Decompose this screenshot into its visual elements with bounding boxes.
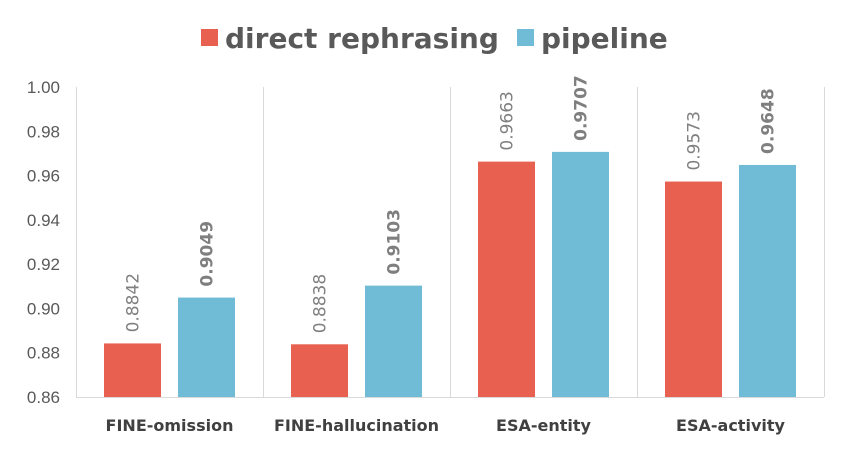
data-label: 0.9663 — [498, 91, 518, 150]
bar-pipeline-4 — [739, 164, 796, 397]
data-label: 0.9049 — [198, 221, 218, 287]
data-label: 0.9573 — [685, 111, 705, 170]
y-tick-label: 1.00 — [27, 78, 60, 97]
legend-label-1: direct rephrasing — [225, 22, 499, 55]
y-tick-label: 0.98 — [27, 122, 60, 141]
bar-pipeline-2 — [365, 285, 422, 397]
data-label: 0.8838 — [311, 274, 331, 333]
category-label: FINE-hallucination — [274, 416, 439, 435]
category-label: ESA-activity — [676, 416, 785, 435]
bar-direct-rephrasing-3 — [478, 161, 535, 397]
legend-swatch-2 — [517, 29, 534, 46]
y-tick-label: 0.86 — [27, 388, 60, 407]
bar-pipeline-1 — [178, 297, 235, 397]
legend-label-2: pipeline — [541, 22, 668, 55]
legend: direct rephrasing pipeline — [201, 22, 668, 55]
y-tick-label: 0.94 — [27, 211, 60, 230]
data-label: 0.9103 — [385, 209, 405, 275]
data-label: 0.9707 — [572, 75, 592, 141]
category-label: FINE-omission — [106, 416, 234, 435]
y-tick-label: 0.96 — [27, 167, 60, 186]
y-axis: 0.86 0.88 0.90 0.92 0.94 0.96 0.98 1.00 — [27, 78, 60, 407]
bar-direct-rephrasing-2 — [291, 344, 348, 397]
bars — [104, 151, 796, 397]
y-tick-label: 0.90 — [27, 299, 60, 318]
bar-pipeline-3 — [552, 151, 609, 397]
category-label: ESA-entity — [496, 416, 592, 435]
bar-direct-rephrasing-4 — [665, 181, 722, 397]
category-separators — [76, 87, 825, 397]
y-tick-label: 0.92 — [27, 255, 60, 274]
bar-direct-rephrasing-1 — [104, 343, 161, 397]
legend-swatch-1 — [201, 29, 218, 46]
data-label: 0.8842 — [124, 273, 144, 332]
x-axis: FINE-omission FINE-hallucination ESA-entit… — [76, 397, 824, 435]
value-labels: 0.8842 0.9049 0.8838 0.9103 0.9663 0.9707 0.95… — [124, 75, 779, 333]
y-tick-label: 0.88 — [27, 344, 60, 363]
data-label: 0.9648 — [759, 88, 779, 154]
